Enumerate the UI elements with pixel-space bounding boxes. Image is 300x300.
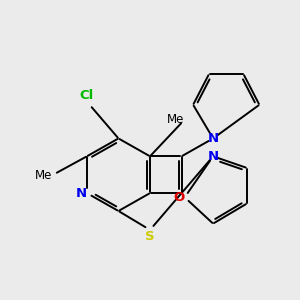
Text: Me: Me (167, 113, 185, 126)
Text: N: N (76, 187, 87, 200)
Text: Cl: Cl (80, 88, 94, 102)
Text: N: N (208, 132, 219, 145)
Text: S: S (145, 230, 155, 243)
Text: O: O (173, 191, 185, 204)
Text: N: N (208, 150, 219, 163)
Text: Me: Me (35, 169, 52, 182)
